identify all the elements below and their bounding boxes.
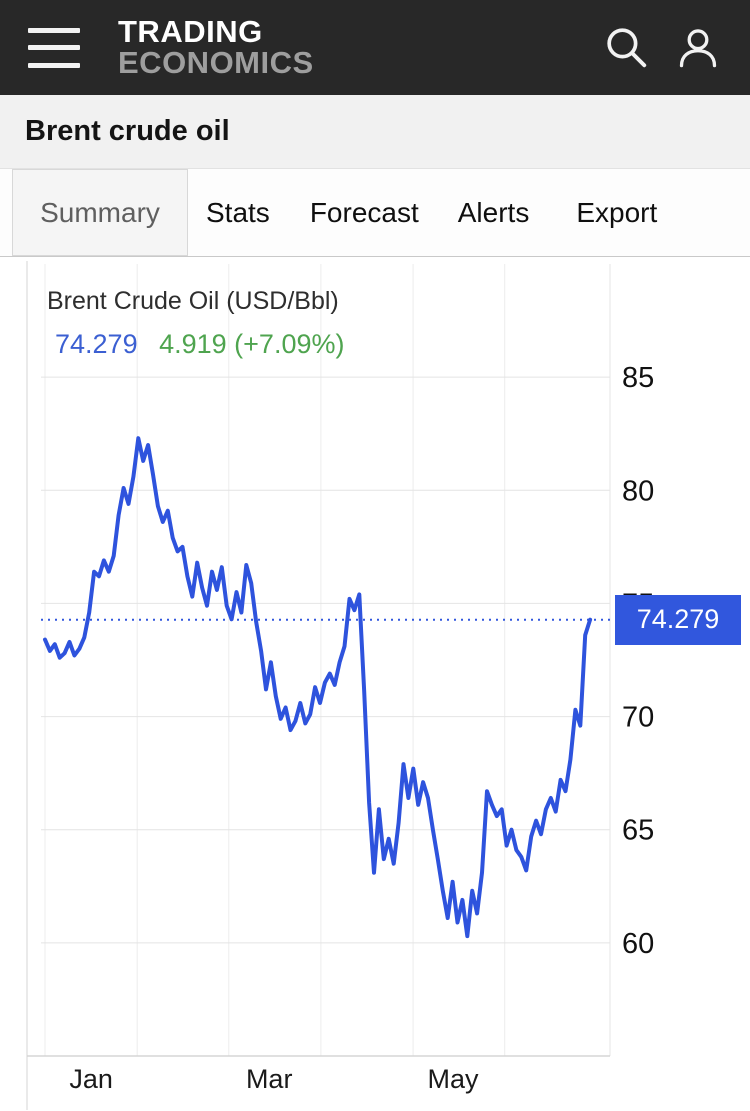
tab-stats[interactable]: Stats [206, 196, 270, 228]
x-axis-label: Jan [69, 1064, 113, 1094]
brand-logo[interactable]: TRADING ECONOMICS [118, 14, 314, 80]
page-title: Brent crude oil [25, 115, 230, 147]
x-axis-label: May [427, 1064, 479, 1094]
y-axis-label: 85 [622, 362, 654, 394]
chart-quote: 74.279 4.919 (+7.09%) [55, 329, 344, 360]
chart-header: Brent Crude Oil (USD/Bbl) 74.279 4.919 (… [47, 287, 344, 360]
tab-summary[interactable]: Summary [12, 169, 188, 256]
brand-line2: ECONOMICS [118, 44, 314, 80]
price-chart-svg[interactable]: 858075706560JanMarMay [0, 257, 750, 1110]
price-line-series [43, 436, 593, 939]
price-chart[interactable]: 858075706560JanMarMay Brent Crude Oil (U… [0, 257, 750, 1110]
brand-line1: TRADING [118, 14, 263, 50]
last-price-flag: 74.279 [615, 594, 741, 645]
y-axis-label: 70 [622, 702, 654, 734]
y-axis-label: 65 [622, 815, 654, 847]
search-icon[interactable] [604, 25, 650, 71]
account-icon[interactable] [676, 26, 720, 70]
app-header: TRADING ECONOMICS [0, 0, 750, 95]
last-price-value: 74.279 [55, 329, 138, 359]
page-title-bar: Brent crude oil [0, 95, 750, 169]
tab-alerts[interactable]: Alerts [457, 196, 530, 228]
y-axis-label: 60 [622, 928, 654, 960]
menu-icon[interactable] [28, 27, 80, 68]
tab-forecast[interactable]: Forecast [309, 196, 419, 228]
chart-title: Brent Crude Oil (USD/Bbl) [47, 287, 339, 315]
tab-bar: Summary Stats Forecast Alerts Export [0, 169, 750, 257]
y-axis-label: 80 [622, 475, 654, 507]
x-axis-label: Mar [246, 1064, 293, 1094]
tab-export[interactable]: Export [576, 196, 658, 228]
price-change-value: 4.919 (+7.09%) [159, 329, 345, 359]
